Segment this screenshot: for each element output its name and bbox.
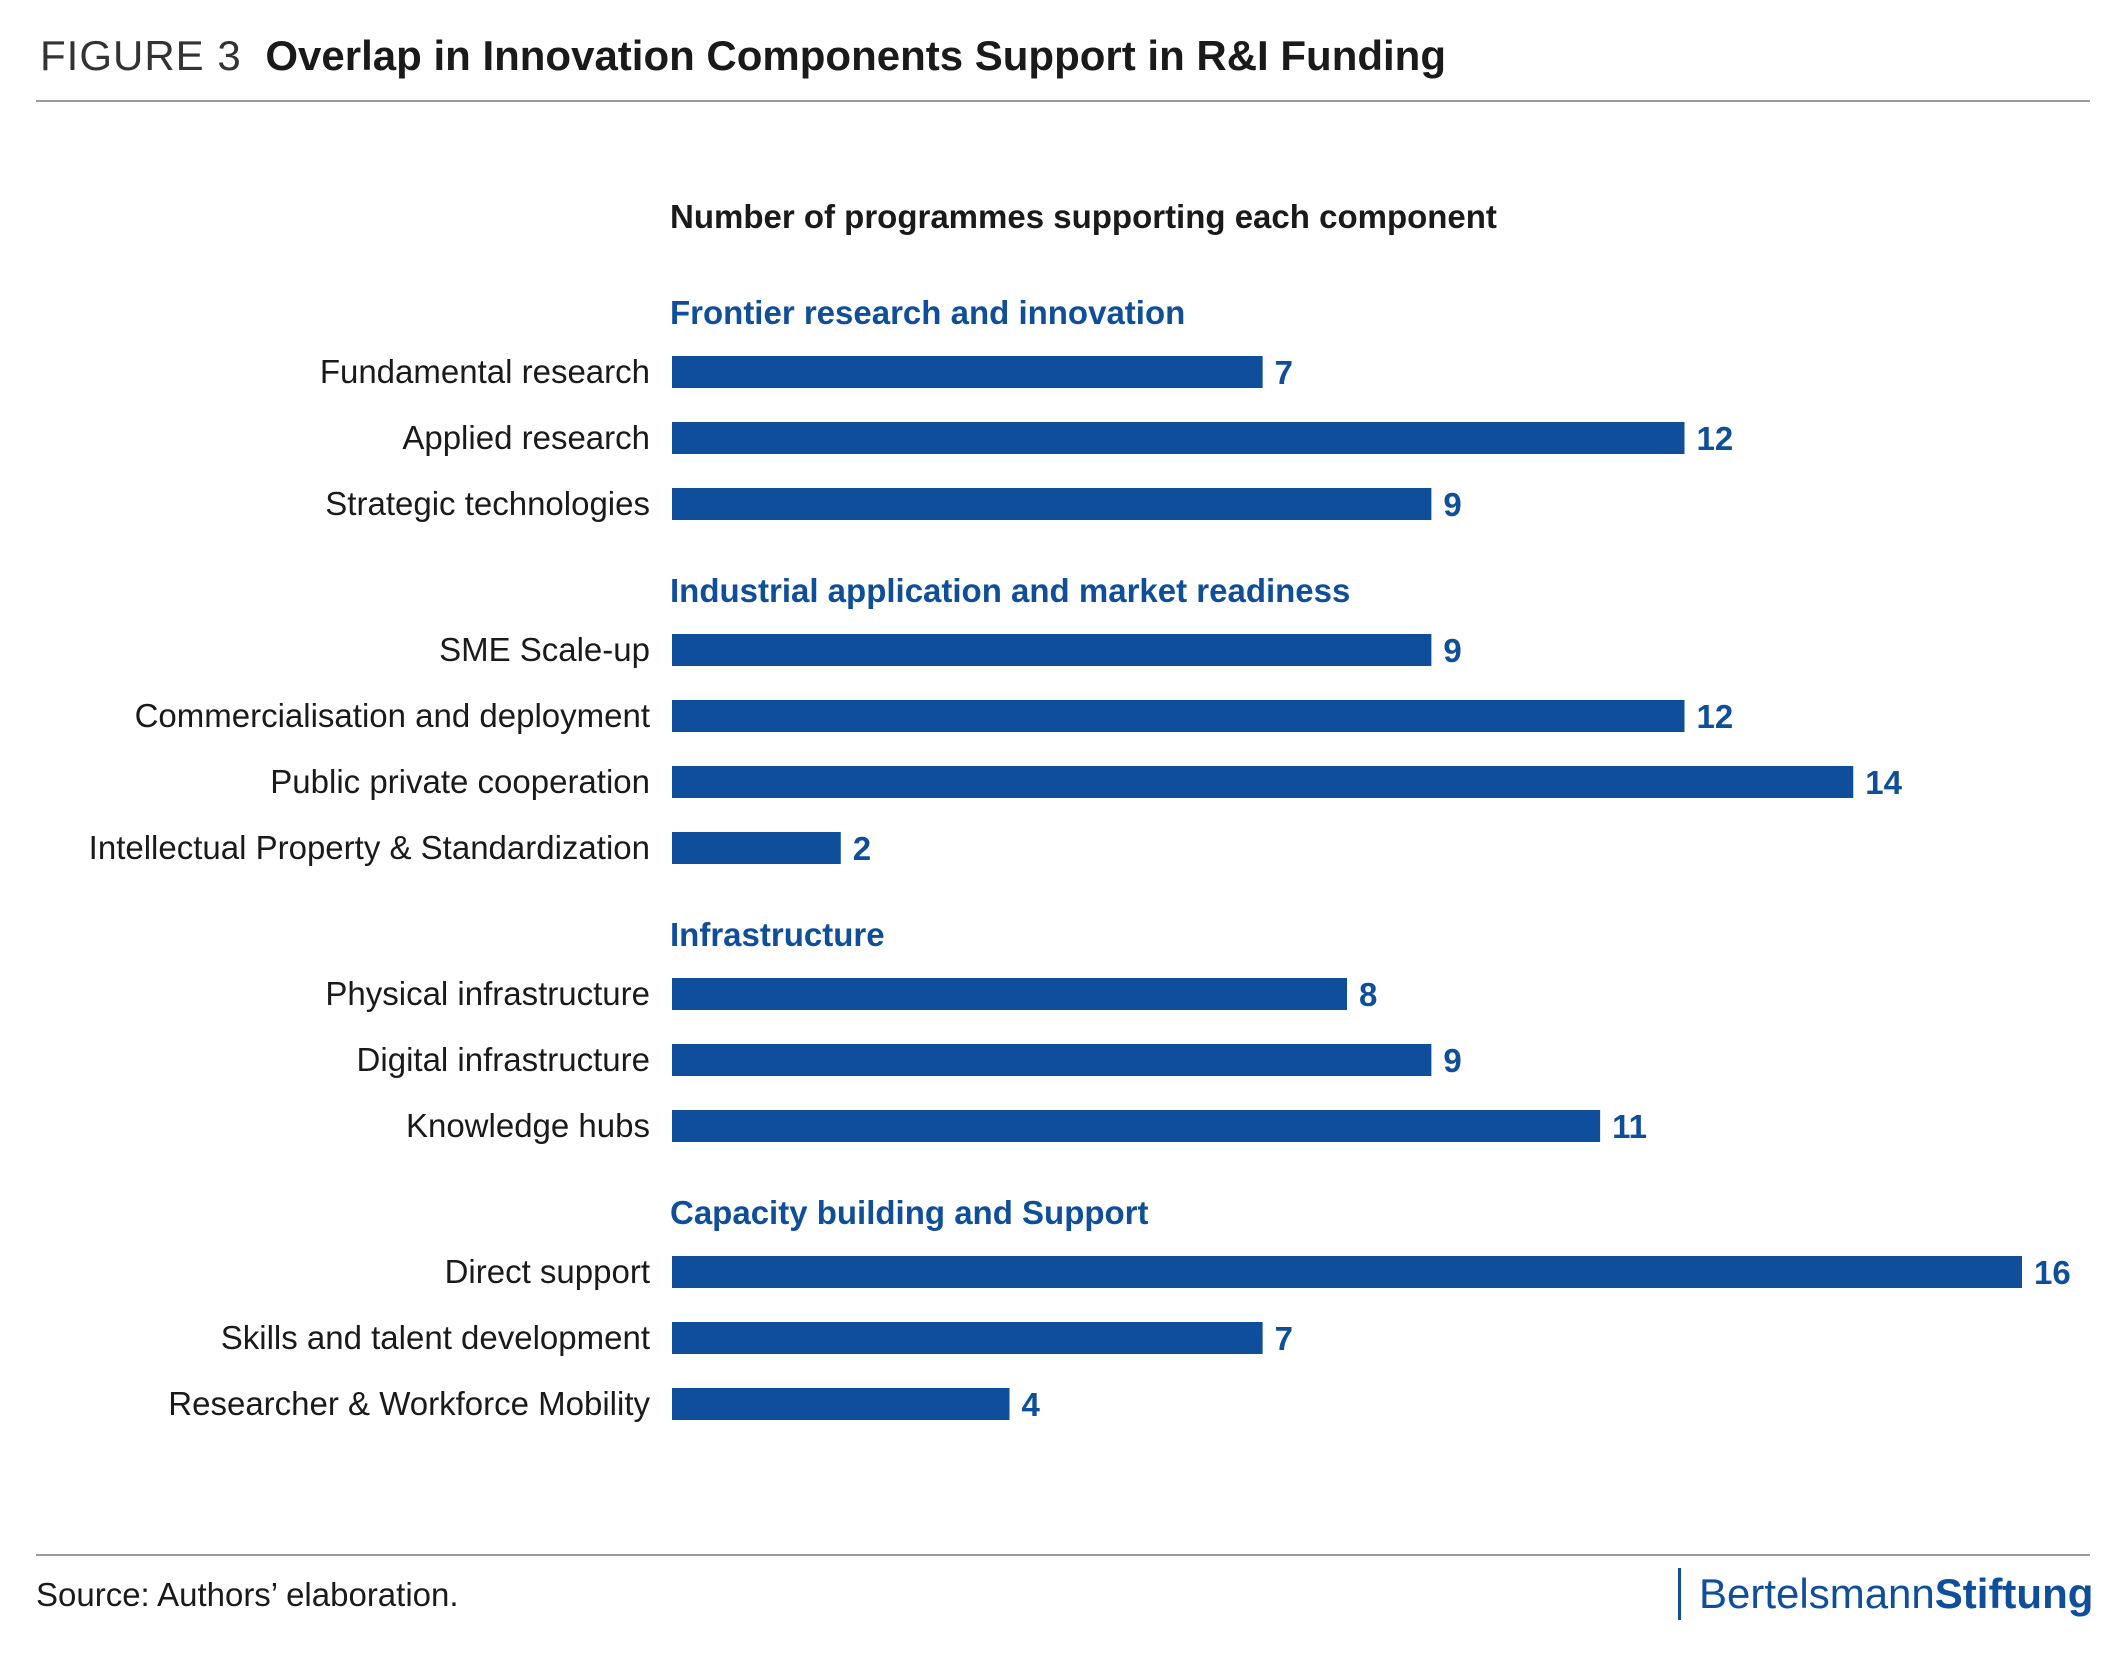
bar [672,1044,1432,1076]
figure-number: FIGURE 3 [40,32,242,79]
bar [672,356,1263,388]
bar-label: Physical infrastructure [325,975,650,1012]
brand-name-part1: Bertelsmann [1699,1570,1935,1617]
bar-label: Direct support [445,1253,650,1290]
figure-title: Overlap in Innovation Components Support… [265,32,1446,79]
figure-header: FIGURE 3 Overlap in Innovation Component… [40,30,1446,82]
group-heading: Capacity building and Support [670,1194,1149,1231]
bar-value-label: 12 [1697,420,1734,457]
group-heading: Industrial application and market readin… [670,572,1350,609]
group-heading: Frontier research and innovation [670,294,1185,331]
header-divider [36,100,2090,102]
bar-label: Skills and talent development [221,1319,650,1356]
chart-title: Number of programmes supporting each com… [670,198,1497,235]
bar-value-label: 12 [1697,698,1734,735]
bar [672,832,841,864]
chart-container: Number of programmes supporting each com… [0,180,2126,1480]
bar-value-label: 16 [2034,1254,2071,1291]
bar-value-label: 9 [1443,1042,1461,1079]
source-note: Source: Authors’ elaboration. [36,1576,459,1613]
bar [672,766,1854,798]
bar-label: SME Scale-up [439,631,650,668]
bar [672,1110,1601,1142]
bar-label: Digital infrastructure [357,1041,650,1078]
bar [672,1322,1263,1354]
bar [672,634,1432,666]
bar [672,700,1685,732]
bar [672,422,1685,454]
bar-label: Strategic technologies [325,485,650,522]
bar-value-label: 7 [1275,1320,1293,1357]
brand-name-part2: Stiftung [1934,1570,2094,1617]
bar [672,1256,2022,1288]
bar-label: Intellectual Property & Standardization [89,829,650,866]
bar-label: Applied research [402,419,650,456]
bar-label: Researcher & Workforce Mobility [168,1385,650,1422]
bar-value-label: 8 [1359,976,1377,1013]
bar [672,1388,1010,1420]
bar [672,488,1432,520]
bar-value-label: 9 [1443,486,1461,523]
bar [672,978,1347,1010]
bar-value-label: 11 [1612,1108,1647,1145]
group-heading: Infrastructure [670,916,885,953]
brand-logo: BertelsmannStiftung [1678,1568,2093,1620]
footer-divider [36,1554,2090,1556]
bar-value-label: 2 [853,830,871,867]
bar-value-label: 7 [1275,354,1293,391]
bar-value-label: 4 [1022,1386,1041,1423]
bar-label: Fundamental research [320,353,650,390]
bar-value-label: 9 [1443,632,1461,669]
bar-label: Public private cooperation [270,763,650,800]
bar-label: Commercialisation and deployment [135,697,650,734]
bar-value-label: 14 [1865,764,1902,801]
bar-chart: Number of programmes supporting each com… [89,198,2071,1423]
bar-label: Knowledge hubs [406,1107,650,1144]
